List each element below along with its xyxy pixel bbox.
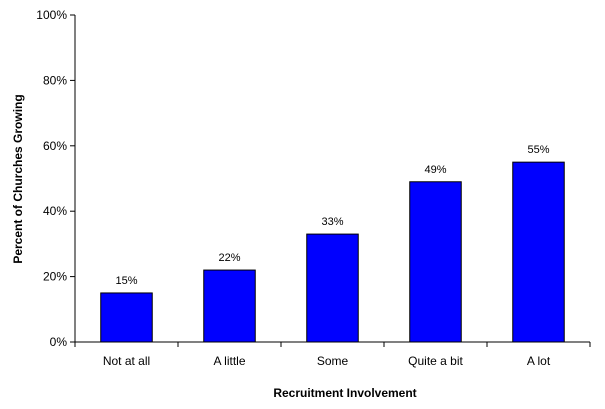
data-label: 33% — [321, 216, 343, 228]
y-tick-label: 0% — [50, 335, 68, 349]
bar — [306, 233, 359, 343]
data-label: 55% — [527, 144, 549, 156]
data-label: 49% — [424, 164, 446, 176]
x-tick-label: Not at all — [103, 354, 150, 368]
y-tick-label: 80% — [43, 73, 67, 87]
y-axis-title: Percent of Churches Growing — [11, 94, 25, 263]
bar — [512, 161, 565, 343]
bar — [409, 181, 462, 343]
y-tick-label: 100% — [36, 8, 67, 22]
data-label: 15% — [115, 275, 137, 287]
bar — [100, 292, 153, 343]
y-tick-label: 40% — [43, 204, 67, 218]
y-tick-label: 20% — [43, 270, 67, 284]
x-tick-label: Some — [317, 354, 349, 368]
x-axis-title: Recruitment Involvement — [273, 386, 416, 400]
y-tick-label: 60% — [43, 139, 67, 153]
x-tick-label: A lot — [527, 354, 551, 368]
x-tick-label: Quite a bit — [408, 354, 463, 368]
bar — [203, 269, 256, 343]
data-label: 22% — [218, 252, 240, 264]
x-tick-label: A little — [213, 354, 245, 368]
